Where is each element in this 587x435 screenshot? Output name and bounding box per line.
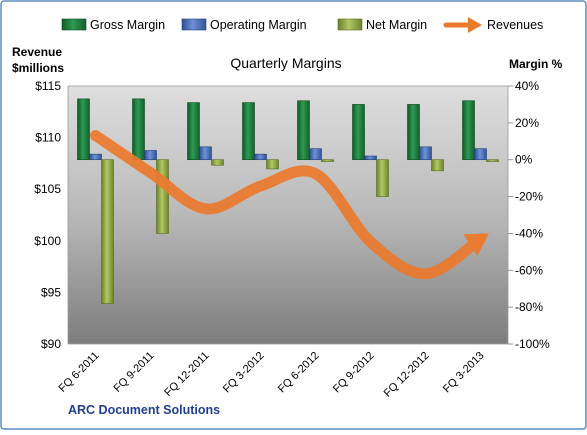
left-tick-label: $90 bbox=[41, 337, 61, 351]
legend-swatch-gross-margin bbox=[61, 18, 87, 31]
net-margin-bar bbox=[156, 159, 169, 234]
legend-swatch-net-margin bbox=[337, 18, 363, 31]
revenue-line-group bbox=[90, 130, 489, 280]
gross-margin-bar bbox=[462, 100, 475, 161]
net-margin-bar bbox=[431, 159, 444, 172]
left-tick-label: $115 bbox=[35, 79, 61, 93]
legend-label-net-margin: Net Margin bbox=[366, 18, 427, 32]
left-axis-ticks: $90 $95 $100 $105 $110 $115 bbox=[34, 79, 61, 351]
bar-marks bbox=[77, 98, 499, 304]
left-axis-title-line1: Revenue bbox=[12, 45, 62, 59]
net-margin-bar bbox=[376, 159, 389, 197]
left-tick-label: $110 bbox=[35, 131, 61, 145]
operating-margin-bar bbox=[309, 148, 322, 161]
legend-arrow-head bbox=[468, 17, 482, 33]
legend-item-revenues: Revenues bbox=[443, 17, 543, 33]
gross-margin-bar bbox=[132, 98, 145, 161]
right-axis-title: Margin % bbox=[509, 57, 563, 71]
gross-margin-bar bbox=[297, 100, 310, 161]
gross-margin-bar bbox=[187, 102, 200, 161]
right-tick-label: 0% bbox=[515, 153, 533, 167]
operating-margin-bar bbox=[474, 148, 487, 161]
operating-margin-bar bbox=[419, 146, 432, 161]
right-tick-label: -80% bbox=[515, 300, 543, 314]
right-tick-label: -60% bbox=[515, 263, 543, 277]
right-tick-label: -40% bbox=[515, 226, 543, 240]
revenue-line bbox=[90, 130, 486, 280]
legend-swatch-operating-margin bbox=[181, 18, 207, 31]
gross-margin-bar bbox=[77, 98, 90, 161]
gross-margin-bar bbox=[407, 104, 420, 161]
legend-item-gross-margin: Gross Margin bbox=[61, 18, 165, 32]
right-tick-label: 20% bbox=[515, 116, 539, 130]
legend-item-operating-margin: Operating Margin bbox=[181, 18, 307, 32]
operating-margin-bar bbox=[199, 146, 212, 161]
legend-label-gross-margin: Gross Margin bbox=[90, 18, 165, 32]
left-tick-label: $105 bbox=[34, 182, 61, 196]
operating-margin-bar bbox=[89, 153, 102, 161]
net-margin-bar bbox=[101, 159, 114, 304]
gross-margin-bar bbox=[242, 102, 255, 161]
right-tick-label: 40% bbox=[515, 79, 539, 93]
operating-margin-bar bbox=[254, 153, 267, 161]
net-margin-bar bbox=[321, 159, 334, 162]
right-axis-ticks: -100% -80% -60% -40% -20% 0% 20% 40% bbox=[508, 79, 550, 351]
operating-margin-bar bbox=[364, 155, 377, 161]
gross-margin-bar bbox=[352, 104, 365, 161]
operating-margin-bar bbox=[144, 150, 157, 161]
chart-title: Quarterly Margins bbox=[230, 55, 341, 71]
right-tick-label: -20% bbox=[515, 190, 543, 204]
net-margin-bar bbox=[486, 159, 499, 162]
right-tick-label: -100% bbox=[515, 337, 550, 351]
legend: Gross Margin Operating Margin Net Margin… bbox=[61, 17, 543, 33]
legend-item-net-margin: Net Margin bbox=[337, 18, 427, 32]
revenue-arrow-head bbox=[463, 233, 489, 257]
legend-label-operating-margin: Operating Margin bbox=[210, 18, 307, 32]
left-tick-label: $95 bbox=[41, 285, 61, 299]
net-margin-bar bbox=[211, 159, 224, 166]
net-margin-bar bbox=[266, 159, 279, 170]
legend-label-revenues: Revenues bbox=[487, 18, 543, 32]
left-axis-title-line2: $millions bbox=[12, 61, 64, 75]
footer-label: ARC Document Solutions bbox=[68, 403, 220, 417]
left-tick-label: $100 bbox=[34, 234, 61, 248]
